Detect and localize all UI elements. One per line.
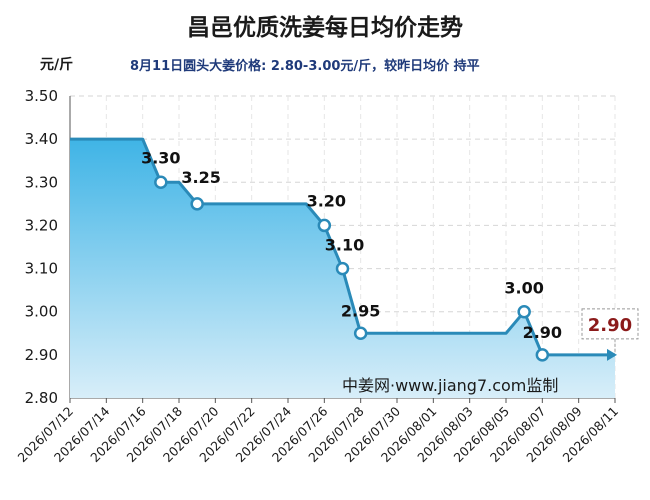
chart-title: 昌邑优质洗姜每日均价走势 [187, 15, 463, 41]
y-tick-label: 2.80 [25, 389, 58, 407]
data-point-marker [535, 348, 550, 362]
data-label: 3.25 [181, 168, 220, 187]
y-tick-label: 3.40 [25, 130, 58, 148]
y-tick-label: 3.50 [25, 87, 58, 105]
last-value-label: 2.90 [588, 315, 632, 336]
data-point-marker [335, 261, 350, 276]
data-point-marker [517, 304, 531, 319]
y-tick-label: 3.30 [25, 173, 58, 191]
data-label: 2.90 [523, 323, 562, 342]
data-label: 3.20 [307, 191, 346, 210]
data-point-marker [353, 326, 368, 341]
y-axis-unit: 元/斤 [40, 57, 74, 73]
data-label: 3.10 [325, 236, 364, 255]
data-label: 3.30 [141, 148, 180, 167]
last-value-box [581, 308, 639, 340]
line-end-arrow [607, 348, 617, 361]
y-tick-label: 2.90 [25, 346, 58, 364]
data-point-marker [190, 197, 204, 211]
chart-subtitle: 8月11日圆头大姜价格: 2.80-3.00元/斤，较昨日均价 持平 [130, 59, 480, 74]
data-point-marker [317, 218, 332, 233]
data-point-marker [154, 175, 168, 190]
data-label: 2.95 [341, 301, 380, 320]
y-tick-label: 3.10 [25, 260, 58, 278]
y-tick-label: 3.00 [25, 303, 58, 321]
data-label: 3.00 [504, 279, 543, 298]
watermark: 中姜网·www.jiang7.com监制 [342, 376, 558, 395]
y-tick-label: 3.20 [25, 216, 58, 234]
